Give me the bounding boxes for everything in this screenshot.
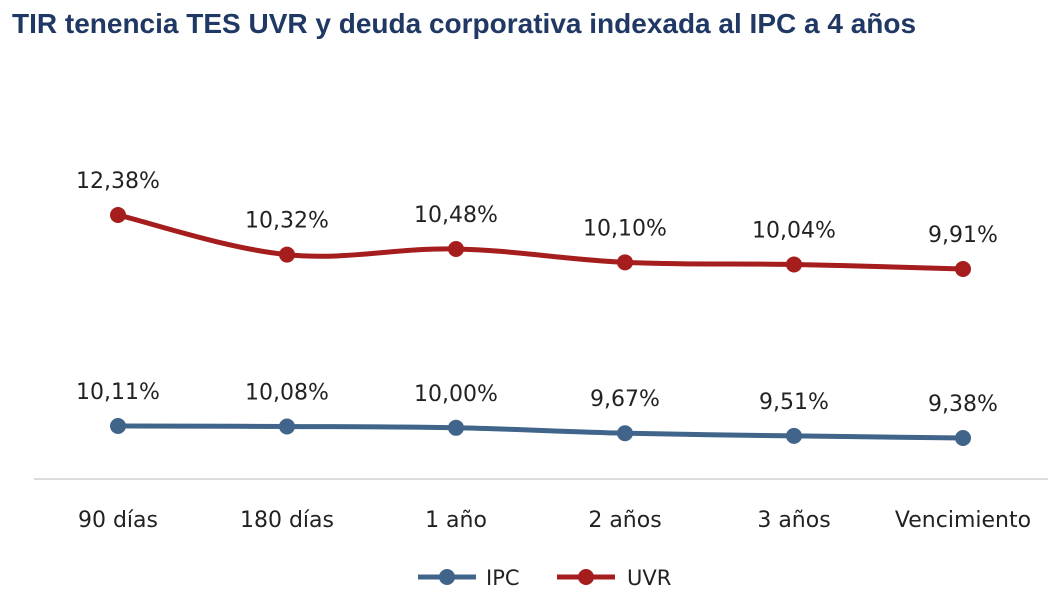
chart-title: TIR tenencia TES UVR y deuda corporativa… — [12, 8, 917, 39]
ipc-data-label: 9,67% — [590, 387, 660, 412]
x-tick-label: 90 días — [78, 508, 158, 533]
uvr-data-label: 10,32% — [245, 209, 329, 234]
x-tick-label: 3 años — [757, 508, 830, 533]
x-tick-label: 1 año — [425, 508, 487, 533]
x-tick-label: 2 años — [588, 508, 661, 533]
uvr-data-label: 9,91% — [928, 223, 998, 248]
ipc-data-label: 10,11% — [76, 380, 160, 405]
ipc-point — [448, 419, 464, 436]
uvr-series-line — [115, 212, 966, 272]
ipc-point — [786, 427, 802, 444]
legend: IPC UVR — [418, 566, 671, 590]
ipc-series-line — [115, 423, 966, 441]
legend-ipc-label: IPC — [486, 566, 520, 590]
uvr-point — [786, 256, 802, 273]
x-tick-label: Vencimiento — [895, 508, 1031, 533]
uvr-point — [448, 241, 464, 257]
uvr-data-label: 12,38% — [76, 169, 160, 194]
uvr-data-label: 10,04% — [752, 218, 836, 243]
ipc-point — [617, 425, 633, 442]
uvr-data-label: 10,48% — [414, 203, 498, 228]
uvr-point — [110, 207, 126, 223]
data-labels: 10,11% 10,08% 10,00% 9,67% 9,51% 9,38% 12,38% 1… — [76, 169, 998, 417]
x-tick-label: 180 días — [240, 508, 334, 533]
uvr-data-label: 10,10% — [583, 216, 667, 241]
ipc-data-label: 9,38% — [928, 392, 998, 417]
legend-uvr-marker — [578, 569, 594, 585]
ipc-point — [110, 418, 126, 434]
uvr-point — [279, 246, 295, 263]
ipc-point — [279, 418, 295, 435]
series-layer — [110, 207, 971, 446]
legend-ipc-marker — [439, 569, 455, 585]
ipc-point — [955, 430, 971, 446]
legend-uvr-label: UVR — [627, 566, 671, 590]
x-axis-ticks: 90 días 180 días 1 año 2 años 3 años Vencimie… — [78, 508, 1031, 533]
uvr-point — [955, 261, 971, 277]
ipc-data-label: 10,00% — [414, 382, 498, 407]
ipc-data-label: 9,51% — [759, 390, 829, 415]
uvr-point — [617, 254, 633, 271]
ipc-data-label: 10,08% — [245, 380, 329, 405]
